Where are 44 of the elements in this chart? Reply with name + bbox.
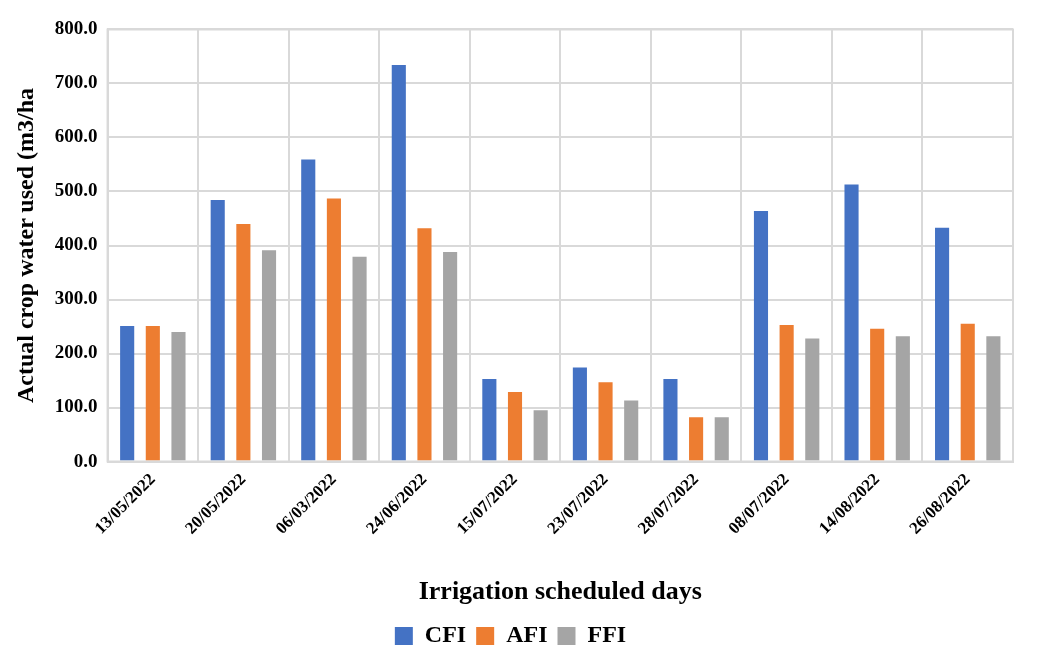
y-tick-label: 0.0: [73, 449, 98, 471]
legend-label: AFI: [506, 621, 548, 648]
bar: [171, 331, 186, 461]
bar: [598, 382, 613, 461]
y-tick-label: 200.0: [54, 341, 98, 363]
x-axis-title: Irrigation scheduled days: [418, 576, 702, 606]
bar: [301, 159, 316, 461]
legend-label: FFI: [587, 621, 627, 648]
bar: [326, 198, 341, 461]
y-tick-label: 600.0: [54, 125, 98, 147]
y-tick-label: 700.0: [54, 71, 98, 93]
bar: [236, 223, 251, 461]
bar: [779, 324, 794, 461]
bar: [935, 227, 950, 461]
bar: [805, 338, 820, 461]
bar: [391, 65, 406, 461]
bar: [145, 326, 160, 461]
y-tick-label: 500.0: [54, 179, 98, 201]
y-axis-title: Actual crop water used (m3/ha: [11, 87, 38, 404]
bar: [663, 378, 678, 461]
bar: [120, 326, 135, 461]
legend-label: CFI: [424, 621, 467, 648]
bar: [895, 336, 910, 461]
bar: [417, 228, 432, 461]
bar: [689, 417, 704, 461]
y-tick-label: 800.0: [54, 17, 98, 39]
y-tick-label: 300.0: [54, 287, 98, 309]
bar: [507, 391, 523, 461]
bar: [870, 328, 885, 461]
bar: [844, 184, 859, 461]
bar: [533, 410, 548, 461]
bar: [443, 251, 458, 461]
bar: [482, 378, 497, 461]
bar: [572, 367, 587, 461]
bar: [753, 210, 769, 461]
bar: [261, 250, 277, 461]
y-tick-label: 100.0: [54, 395, 98, 417]
y-tick-label: 400.0: [54, 233, 98, 255]
bar: [986, 336, 1001, 461]
bar: [960, 323, 975, 461]
bar: [352, 256, 367, 461]
bar: [624, 400, 639, 461]
bar: [210, 200, 225, 461]
bar: [714, 417, 729, 461]
